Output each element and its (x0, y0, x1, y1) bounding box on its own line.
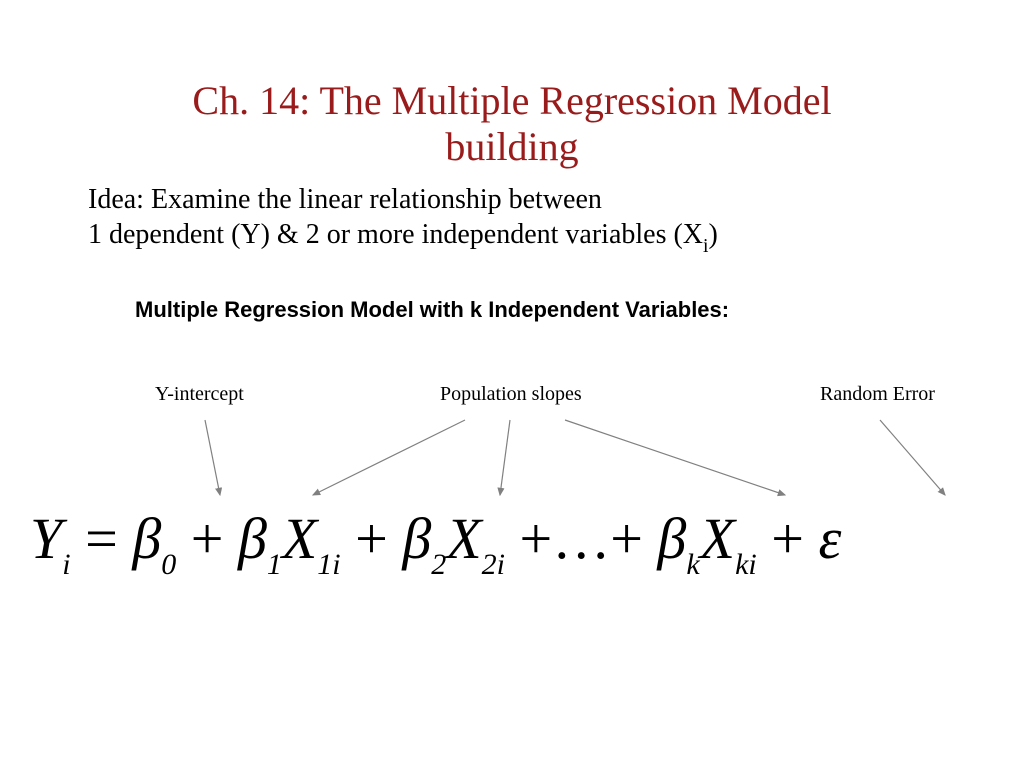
eq-sub-1: 1 (267, 548, 282, 581)
idea-text: Idea: Examine the linear relationship be… (0, 170, 1024, 257)
annotation-labels: Y-intercept Population slopes Random Err… (0, 383, 1024, 423)
title-line1: Ch. 14: The Multiple Regression Model (0, 78, 1024, 124)
eq-betak: β (657, 506, 686, 571)
eq-X2: X (446, 506, 481, 571)
eq-sub-2i: 2i (482, 548, 505, 581)
eq-sub-k: k (686, 548, 699, 581)
arrow-line (880, 420, 945, 495)
eq-sub-1i: 1i (317, 548, 340, 581)
arrow-line (313, 420, 465, 495)
eq-plus-eps: + (757, 506, 819, 571)
eq-X1: X (282, 506, 317, 571)
idea-line1: Idea: Examine the linear relationship be… (88, 182, 1024, 217)
title-line2: building (0, 124, 1024, 170)
slide-title: Ch. 14: The Multiple Regression Model bu… (0, 0, 1024, 170)
eq-beta0: β (132, 506, 161, 571)
eq-beta2: β (402, 506, 431, 571)
regression-equation: Yi = β0 + β1X1i + β2X2i +…+ βkXki + ε (30, 505, 841, 572)
eq-sub-ki: ki (735, 548, 757, 581)
idea-line2-post: ) (708, 219, 717, 250)
arrow-line (565, 420, 785, 495)
arrow-line (500, 420, 510, 495)
eq-equals: = (71, 506, 133, 571)
eq-Xk: X (700, 506, 735, 571)
idea-line2-sub: i (703, 236, 708, 257)
label-population-slopes: Population slopes (440, 383, 582, 406)
eq-sub-2: 2 (431, 548, 446, 581)
eq-beta1: β (238, 506, 267, 571)
arrow-line (205, 420, 220, 495)
label-y-intercept: Y-intercept (155, 383, 244, 406)
idea-line2-pre: 1 dependent (Y) & 2 or more independent … (88, 219, 703, 250)
eq-plus2: + (341, 506, 403, 571)
label-random-error: Random Error (820, 383, 935, 406)
eq-sub-0: 0 (161, 548, 176, 581)
eq-plus1: + (176, 506, 238, 571)
eq-dots: +…+ (505, 506, 657, 571)
subheading: Multiple Regression Model with k Indepen… (0, 257, 1024, 323)
idea-line2: 1 dependent (Y) & 2 or more independent … (88, 217, 1024, 257)
eq-eps: ε (818, 506, 841, 571)
eq-sub-i: i (62, 548, 70, 581)
eq-Y: Y (30, 506, 62, 571)
